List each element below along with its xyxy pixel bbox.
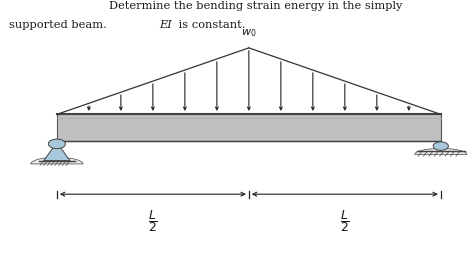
Text: $w_0$: $w_0$	[241, 27, 256, 39]
Text: Determine the bending strain energy in the simply: Determine the bending strain energy in t…	[109, 1, 402, 11]
Polygon shape	[31, 157, 83, 164]
Circle shape	[433, 142, 448, 150]
Bar	[57, 114, 441, 141]
Text: EI: EI	[159, 20, 172, 30]
Circle shape	[48, 139, 65, 149]
Polygon shape	[44, 142, 70, 161]
Text: is constant.: is constant.	[175, 20, 246, 30]
Polygon shape	[415, 148, 467, 154]
Text: $\dfrac{L}{2}$: $\dfrac{L}{2}$	[148, 208, 158, 234]
Text: $\dfrac{L}{2}$: $\dfrac{L}{2}$	[340, 208, 350, 234]
Text: supported beam.: supported beam.	[9, 20, 111, 30]
